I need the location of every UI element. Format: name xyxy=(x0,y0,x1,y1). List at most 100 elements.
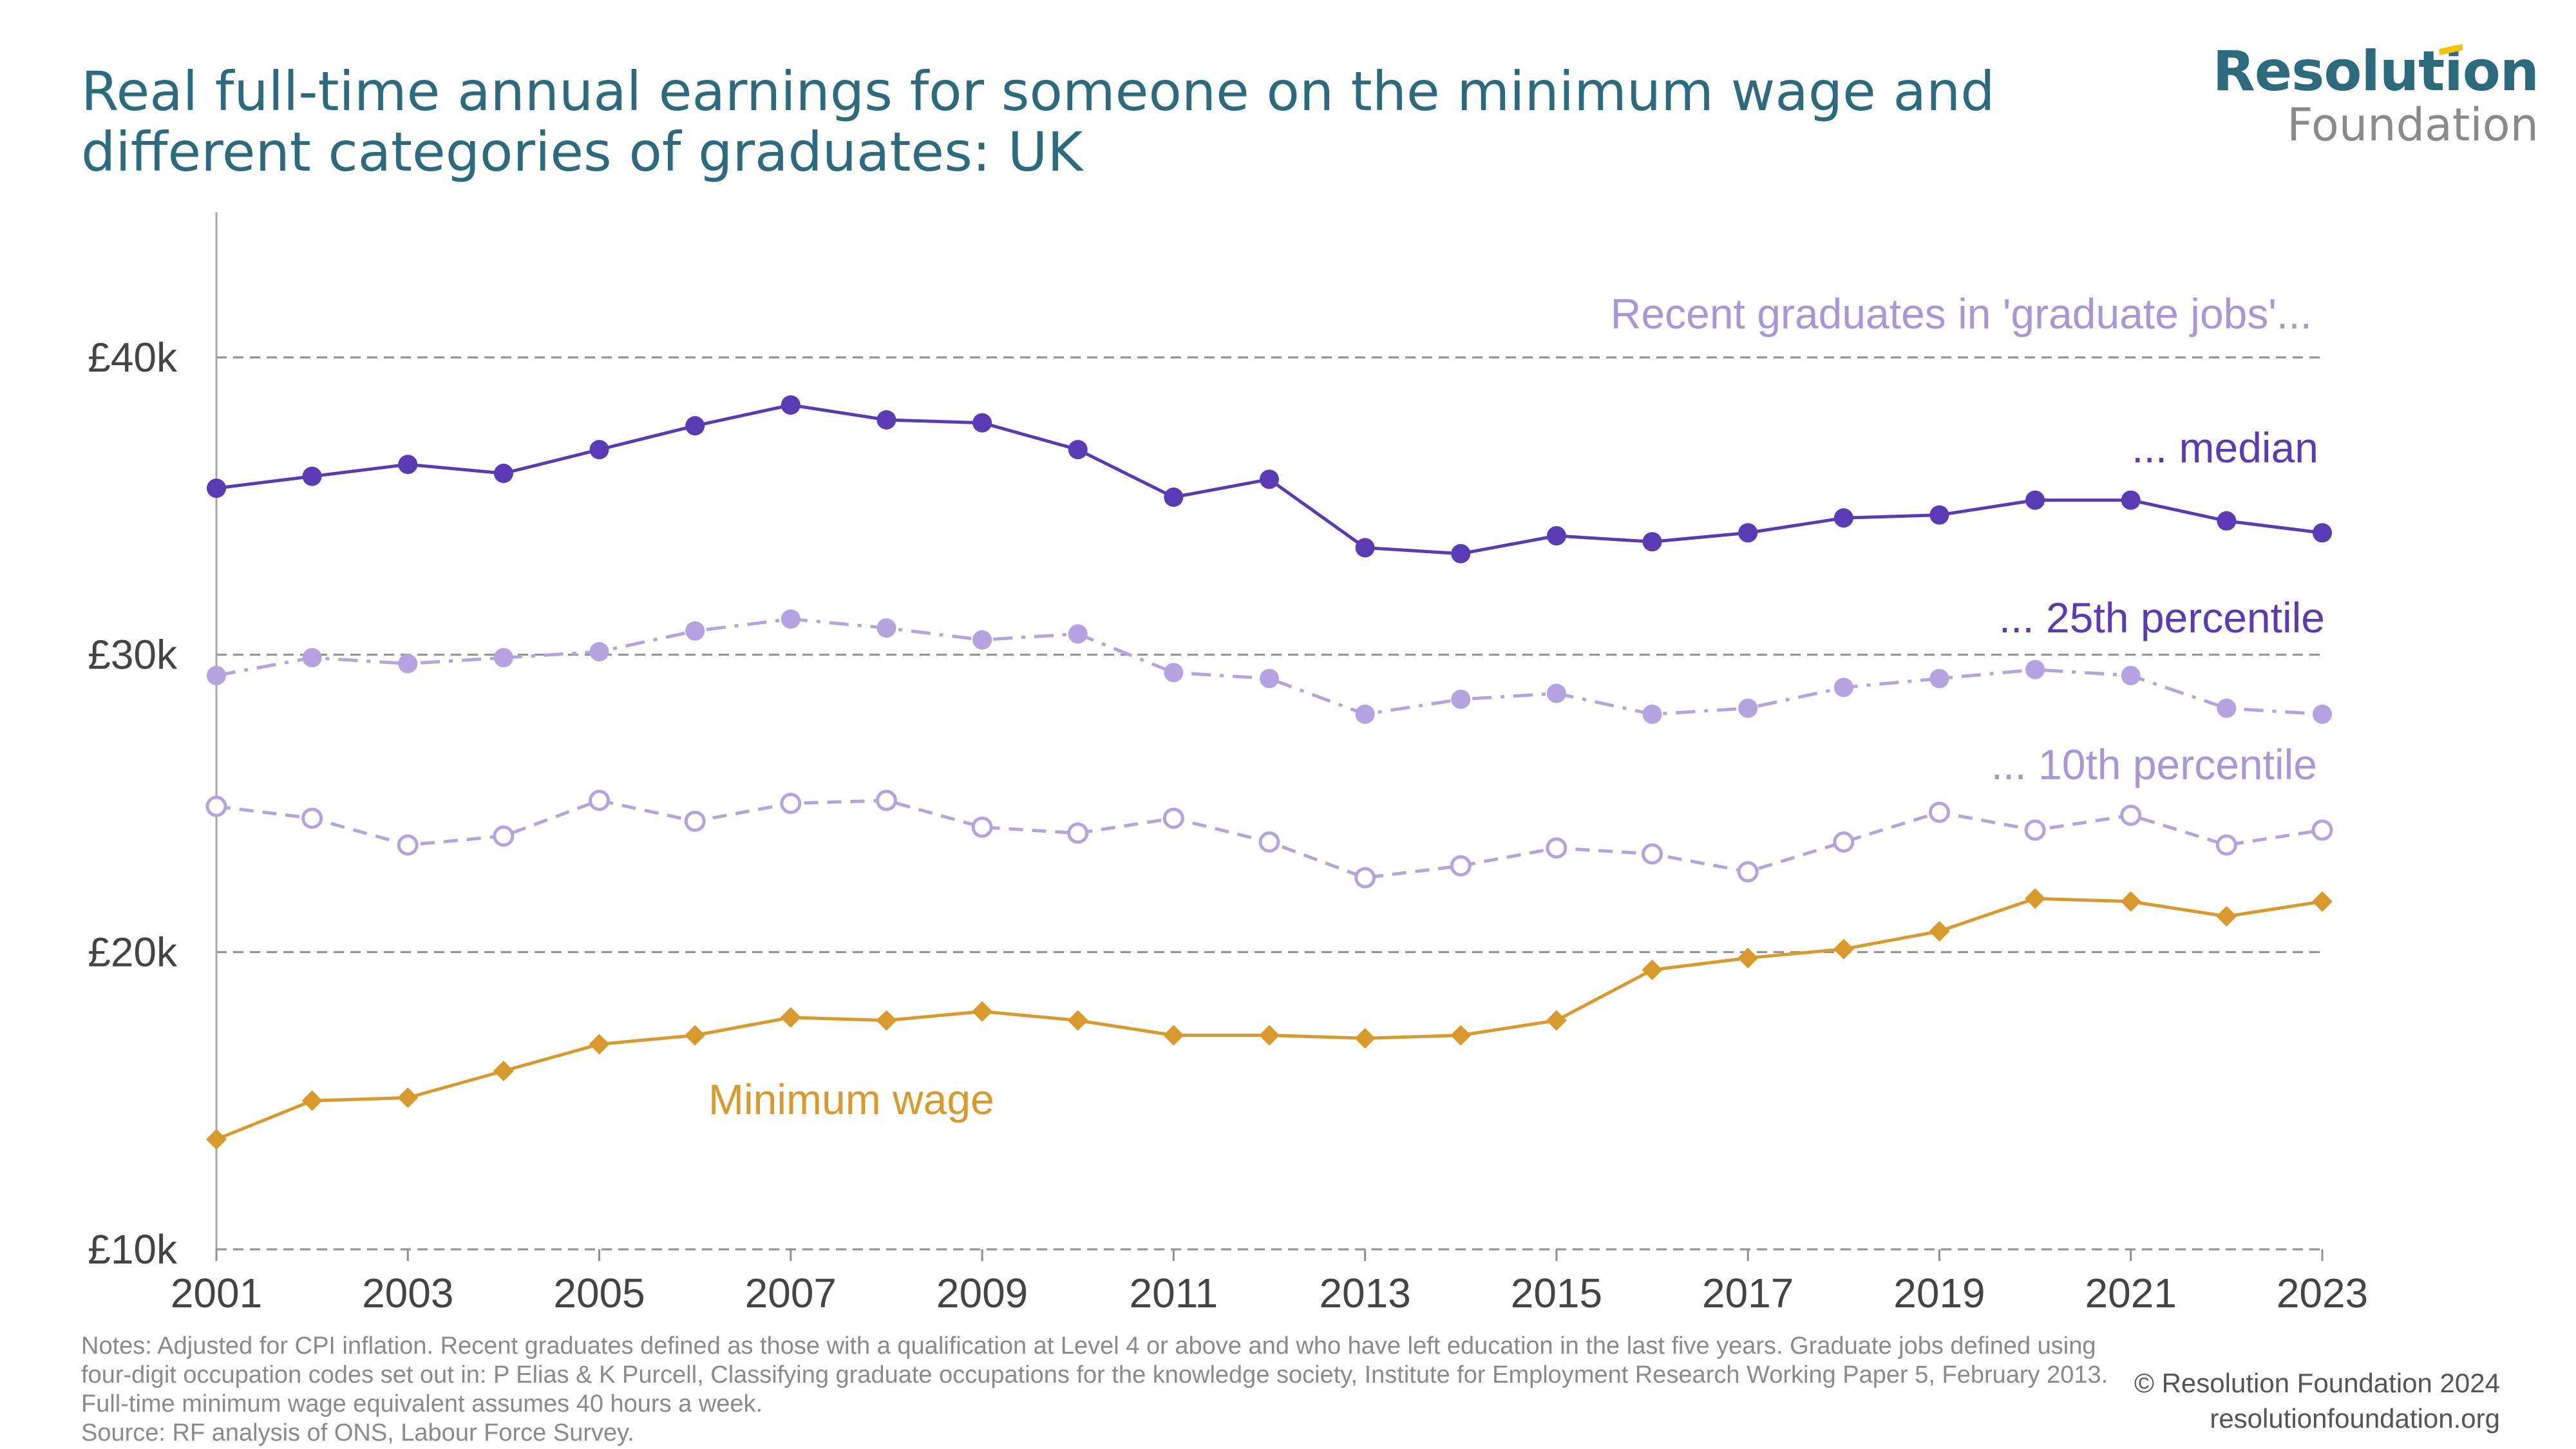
data-point xyxy=(876,410,896,430)
data-point xyxy=(972,1001,993,1022)
data-point xyxy=(2216,905,2237,927)
data-point xyxy=(2312,891,2333,912)
data-point xyxy=(1546,526,1566,545)
data-point xyxy=(493,1061,514,1081)
data-point xyxy=(398,455,418,475)
data-point xyxy=(397,1087,419,1108)
data-point xyxy=(972,630,992,650)
data-point xyxy=(2215,834,2237,856)
y-tick-label: £10k xyxy=(88,1226,178,1273)
series-label-10th-percentile: ... 10th percentile xyxy=(1991,741,2317,788)
data-point xyxy=(1164,663,1184,683)
data-point xyxy=(1451,689,1471,709)
data-point xyxy=(2313,705,2332,724)
data-point xyxy=(1642,843,1663,865)
notes-text: Notes: Adjusted for CPI inflation. Recen… xyxy=(81,1332,2108,1417)
data-point xyxy=(2120,891,2141,912)
data-point xyxy=(589,440,609,460)
data-point xyxy=(2025,659,2045,679)
x-tick-label: 2011 xyxy=(1130,1270,1218,1316)
x-tick-label: 2017 xyxy=(1702,1270,1794,1316)
x-tick-label: 2003 xyxy=(362,1270,453,1316)
data-point xyxy=(2311,819,2333,841)
data-point xyxy=(1642,960,1663,981)
data-point xyxy=(1068,624,1088,644)
data-point xyxy=(1546,1010,1567,1031)
data-point xyxy=(1163,1025,1184,1046)
data-point xyxy=(1450,1025,1472,1046)
data-point xyxy=(781,609,800,629)
x-tick-label: 2019 xyxy=(1893,1270,1985,1316)
data-point xyxy=(589,790,611,811)
data-point xyxy=(1928,801,1950,823)
data-point xyxy=(971,816,993,838)
data-point xyxy=(780,1007,801,1028)
data-point xyxy=(207,478,226,498)
x-tick-label: 2015 xyxy=(1511,1270,1602,1316)
data-point xyxy=(589,1034,610,1055)
data-point xyxy=(1067,822,1089,844)
data-point xyxy=(397,834,419,856)
data-point xyxy=(1260,668,1279,688)
series-line xyxy=(216,617,2323,716)
data-point xyxy=(1833,938,1854,960)
data-point xyxy=(684,810,706,832)
series-label-25th-percentile: ... 25th percentile xyxy=(1999,594,2325,641)
data-point xyxy=(972,413,992,433)
data-point xyxy=(1833,677,1853,697)
annotation-recent-graduates: Recent graduates in 'graduate jobs'... xyxy=(1611,290,2312,337)
data-point xyxy=(876,618,896,638)
data-point xyxy=(685,621,705,641)
data-point xyxy=(876,1010,897,1031)
axes: £10k £20k £30k £40k 2001 2003 2005 2007 2009 2011… xyxy=(88,213,2368,1316)
data-point xyxy=(2025,490,2045,510)
x-tick-label: 2021 xyxy=(2085,1270,2177,1316)
data-point xyxy=(1929,505,1949,525)
chart-labels: Recent graduates in 'graduate jobs'.....… xyxy=(708,290,2325,1123)
x-tick-label: 2005 xyxy=(553,1270,645,1316)
data-point xyxy=(2121,665,2141,685)
logo-text-bottom: Foundation xyxy=(2287,99,2539,151)
data-point xyxy=(302,466,322,486)
x-tick-label: 2009 xyxy=(936,1270,1028,1316)
y-tick-label: £30k xyxy=(88,632,178,678)
logo-text-top: Resolution xyxy=(2212,39,2539,104)
x-tick-label: 2023 xyxy=(2277,1270,2368,1316)
data-point xyxy=(780,793,802,814)
data-point xyxy=(2313,523,2332,543)
notes-block: Notes: Adjusted for CPI inflation. Recen… xyxy=(81,1332,2142,1448)
data-point xyxy=(2024,819,2046,841)
resolution-foundation-logo: Resolution Foundation xyxy=(2213,44,2539,151)
data-point xyxy=(1929,921,1950,942)
data-point xyxy=(2217,511,2237,531)
data-point xyxy=(1833,831,1855,853)
data-point xyxy=(205,795,227,817)
earnings-line-chart: £10k £20k £30k £40k 2001 2003 2005 2007 2009 2011… xyxy=(88,213,2368,1316)
data-point xyxy=(206,1129,227,1150)
data-point xyxy=(398,654,418,674)
data-point xyxy=(1738,947,1759,969)
data-point xyxy=(207,665,226,685)
data-point xyxy=(1164,487,1184,507)
data-point xyxy=(2025,888,2046,909)
data-point xyxy=(1451,544,1471,564)
x-tick-label: 2001 xyxy=(171,1270,262,1316)
copyright-text: © Resolution Foundation 2024 xyxy=(2134,1368,2500,1398)
data-point xyxy=(1260,469,1279,489)
data-point xyxy=(1546,837,1567,859)
source-text: Source: RF analysis of ONS, Labour Force… xyxy=(81,1419,634,1446)
data-point xyxy=(1354,1028,1376,1049)
data-point xyxy=(493,648,513,668)
series-line xyxy=(216,896,2323,1141)
data-point xyxy=(493,825,515,847)
data-point xyxy=(1737,861,1759,883)
y-tick-label: £20k xyxy=(88,929,178,975)
data-point xyxy=(875,790,897,811)
data-point xyxy=(685,1025,706,1046)
data-point xyxy=(1355,705,1375,724)
x-tick-label: 2013 xyxy=(1319,1270,1410,1316)
data-point xyxy=(1738,523,1758,543)
data-point xyxy=(1833,508,1853,528)
website-link[interactable]: resolutionfoundation.org xyxy=(2210,1403,2500,1434)
x-tick-label: 2007 xyxy=(745,1270,837,1316)
